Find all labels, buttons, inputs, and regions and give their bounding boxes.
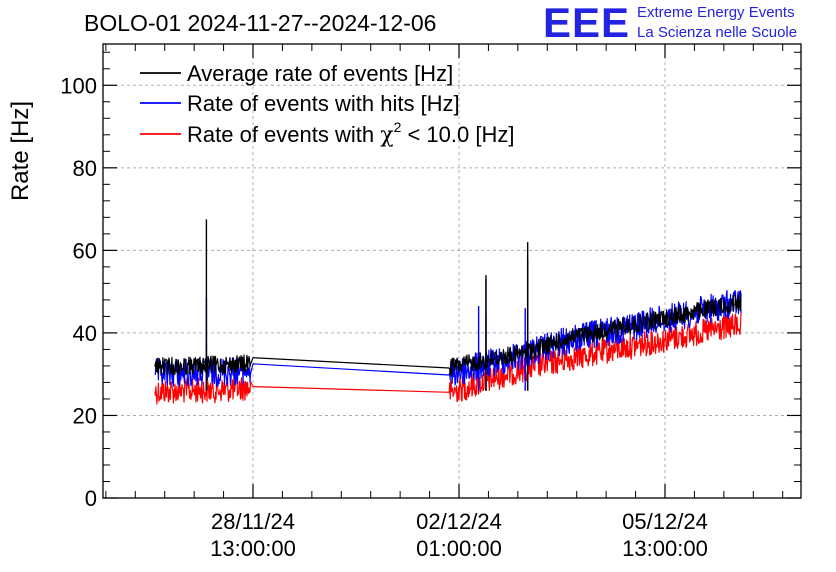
logo-line-1: Extreme Energy Events	[637, 4, 795, 21]
y-tick-label: 20	[73, 403, 97, 428]
series-000000	[154, 219, 742, 391]
x-tick-label-date: 05/12/24	[622, 509, 708, 534]
eee-logo: EEE	[543, 0, 631, 46]
x-tick-label-time: 01:00:00	[416, 536, 502, 561]
y-axis-label: Rate [Hz]	[7, 101, 34, 201]
legend-label: Average rate of events [Hz]	[187, 61, 453, 86]
legend-label: Rate of events with hits [Hz]	[187, 91, 460, 116]
grid-lines	[103, 44, 801, 498]
series-line	[154, 289, 742, 388]
series-lines	[154, 219, 742, 405]
x-tick-label-date: 28/11/24	[211, 509, 295, 534]
y-tick-label: 100	[60, 73, 97, 98]
y-tick-label: 60	[73, 238, 97, 263]
chart-title: BOLO-01 2024-11-27--2024-12-06	[84, 10, 437, 36]
x-tick-label-time: 13:00:00	[622, 536, 708, 561]
logo-line-2: La Scienza nelle Scuole	[637, 24, 798, 41]
y-tick-label: 80	[73, 156, 97, 181]
x-tick-label-time: 13:00:00	[210, 536, 296, 561]
legend: Average rate of events [Hz] Rate of event…	[140, 61, 514, 148]
y-tick-label: 0	[85, 486, 97, 511]
x-tick-label-date: 02/12/24	[416, 509, 502, 534]
y-tick-label: 40	[73, 321, 97, 346]
legend-label: Rate of events with χ2 < 10.0 [Hz]	[187, 119, 514, 148]
series-line	[154, 292, 742, 377]
plot-frame	[102, 43, 802, 499]
axes: 02040608010028/11/2413:00:0002/12/2401:0…	[60, 44, 801, 561]
